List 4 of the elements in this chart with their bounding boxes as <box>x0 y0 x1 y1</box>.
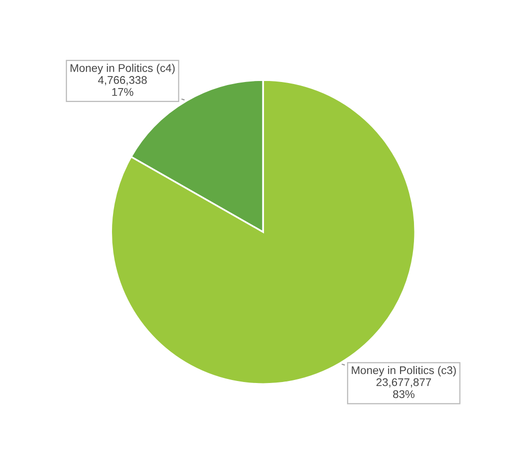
data-label: 23,677,877 83% <box>376 378 431 398</box>
slice-label: Money in Politics (c3) <box>352 366 456 376</box>
slice-label: Money in Politics (c4) <box>70 64 175 74</box>
data-label: 4,766,338 17% <box>98 76 147 96</box>
